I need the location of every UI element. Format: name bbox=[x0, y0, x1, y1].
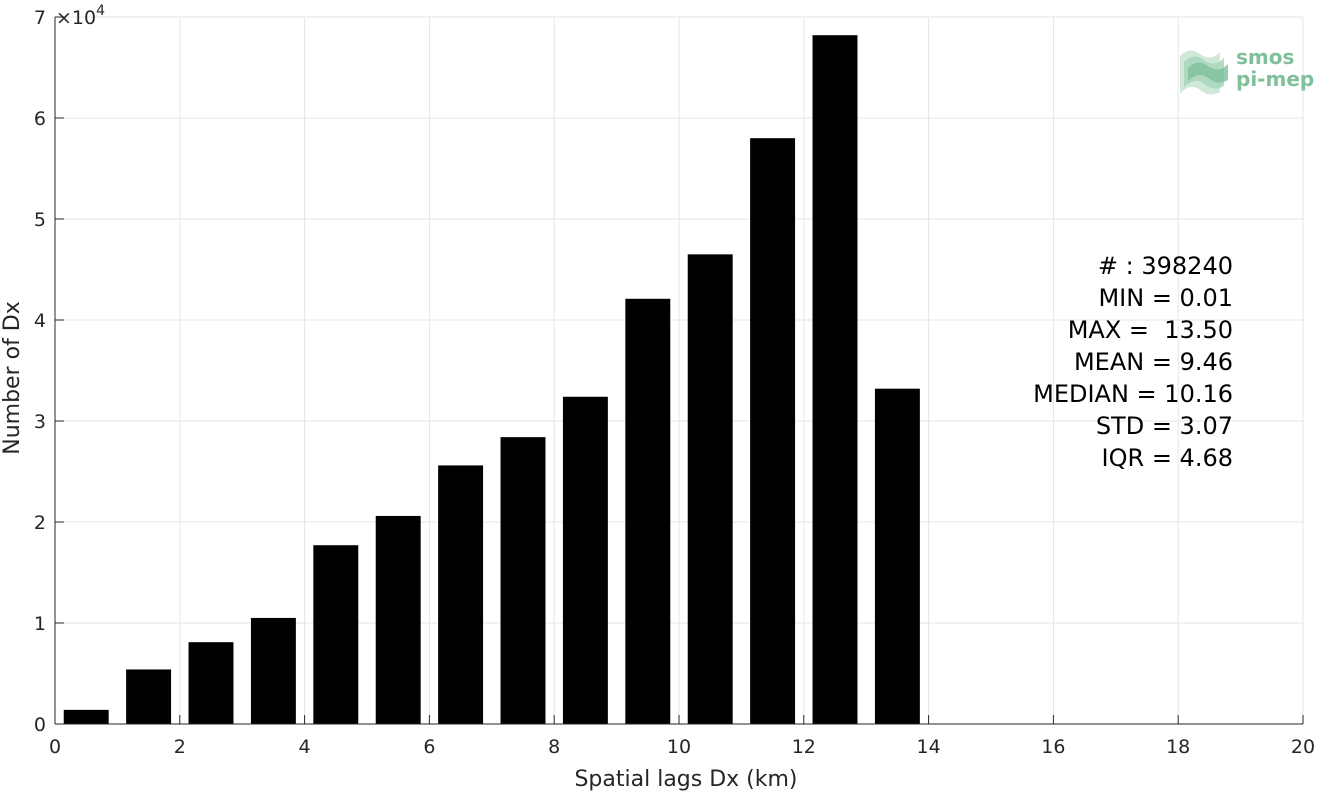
bar bbox=[687, 254, 733, 724]
bar bbox=[126, 669, 172, 724]
statistics-box: # : 398240 MIN = 0.01 MAX = 13.50 MEAN = 9.… bbox=[1033, 252, 1233, 472]
x-tick-labels: 0 2 4 6 8 10 12 14 16 18 20 bbox=[49, 736, 1315, 758]
logo-text-smos: smos bbox=[1236, 45, 1294, 69]
x-tick-label: 4 bbox=[299, 736, 311, 758]
bar bbox=[500, 437, 546, 724]
x-tick-label: 18 bbox=[1166, 736, 1190, 758]
bar bbox=[750, 138, 796, 724]
stat-line: MEAN = 9.46 bbox=[1074, 348, 1233, 376]
y-tick-label: 1 bbox=[34, 613, 46, 635]
axes bbox=[54, 16, 1304, 725]
logo-text-pimep: pi-mep bbox=[1236, 67, 1314, 91]
y-tick-label: 4 bbox=[34, 310, 46, 332]
stat-line: # : 398240 bbox=[1098, 252, 1233, 280]
y-tick-labels: 0 1 2 3 4 5 6 7 bbox=[34, 7, 46, 736]
bar bbox=[562, 396, 608, 724]
bar bbox=[874, 388, 920, 724]
stat-line: MEDIAN = 10.16 bbox=[1033, 380, 1233, 408]
y-tick-label: 7 bbox=[34, 7, 46, 29]
x-tick-label: 12 bbox=[792, 736, 816, 758]
bar bbox=[438, 465, 484, 724]
bar bbox=[313, 545, 359, 724]
y-tick-label: 0 bbox=[34, 714, 46, 736]
logo-waves-icon bbox=[1180, 50, 1228, 95]
bar bbox=[188, 642, 234, 724]
y-multiplier: ×104 bbox=[56, 3, 105, 29]
bar bbox=[63, 709, 109, 724]
x-tick-label: 2 bbox=[174, 736, 186, 758]
x-tick-label: 14 bbox=[917, 736, 941, 758]
x-tick-label: 16 bbox=[1041, 736, 1065, 758]
x-tick-label: 20 bbox=[1291, 736, 1315, 758]
y-tick-label: 2 bbox=[34, 512, 46, 534]
stat-line: MIN = 0.01 bbox=[1098, 284, 1233, 312]
x-tick-label: 6 bbox=[423, 736, 435, 758]
y-tick-label: 6 bbox=[34, 108, 46, 130]
logo: smos pi-mep bbox=[1180, 45, 1314, 95]
x-axis-label: Spatial lags Dx (km) bbox=[574, 767, 797, 792]
bar bbox=[375, 515, 421, 724]
x-tick-label: 8 bbox=[548, 736, 560, 758]
stat-line: MAX = 13.50 bbox=[1068, 316, 1233, 344]
x-tick-label: 10 bbox=[667, 736, 691, 758]
bars bbox=[63, 35, 920, 725]
y-tick-label: 5 bbox=[34, 209, 46, 231]
stat-line: IQR = 4.68 bbox=[1102, 444, 1233, 472]
y-axis-label: Number of Dx bbox=[0, 301, 25, 455]
x-tick-label: 0 bbox=[49, 736, 61, 758]
bar bbox=[250, 617, 296, 724]
bar bbox=[625, 298, 671, 724]
y-tick-label: 3 bbox=[34, 411, 46, 433]
stat-line: STD = 3.07 bbox=[1096, 412, 1233, 440]
bar bbox=[812, 35, 858, 725]
